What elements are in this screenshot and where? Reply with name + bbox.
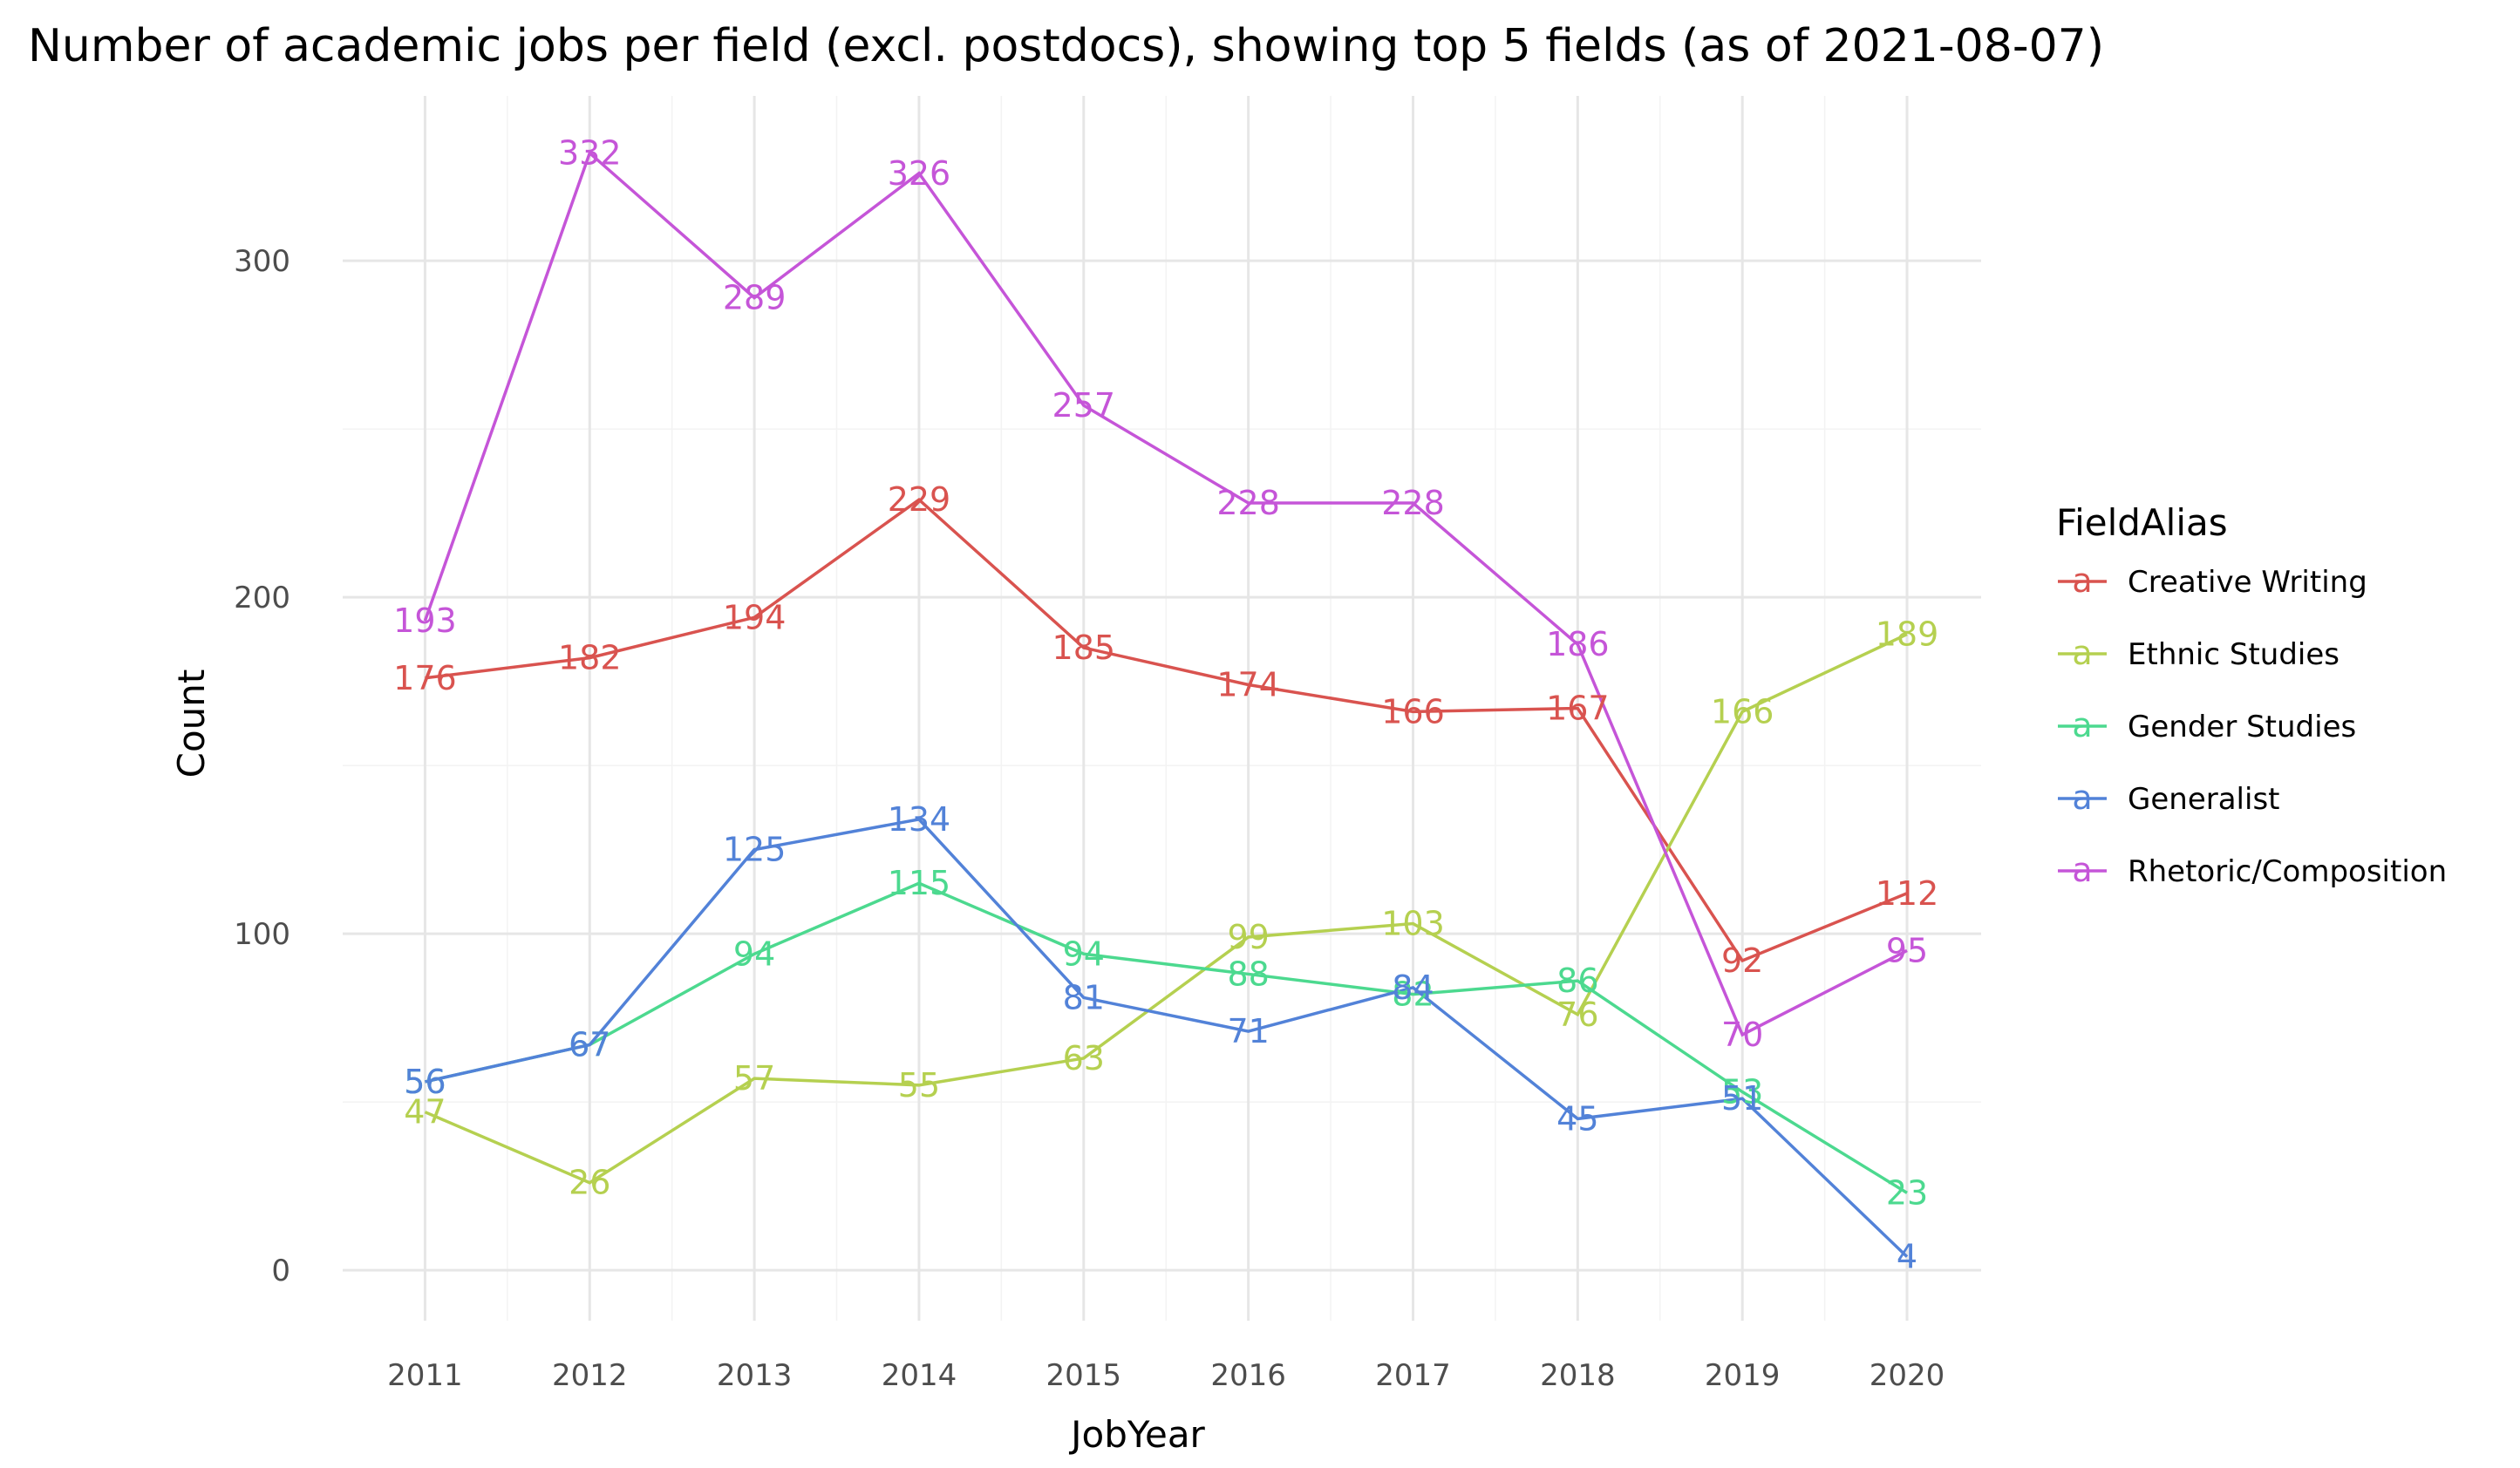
legend: FieldAlias a Creative Writing a Ethnic Stud… — [2056, 501, 2447, 889]
y-tick-label: 0 — [271, 1254, 290, 1288]
x-axis-title: JobYear — [1068, 1413, 1205, 1456]
data-label: 103 — [1381, 905, 1445, 943]
data-label: 189 — [1876, 615, 1939, 654]
data-label: 228 — [1216, 484, 1280, 522]
data-label: 257 — [1052, 386, 1116, 425]
data-label: 84 — [1392, 968, 1434, 1007]
data-label: 193 — [393, 601, 457, 640]
legend-label: Gender Studies — [2128, 710, 2356, 744]
x-tick-label: 2017 — [1375, 1358, 1451, 1393]
data-label: 228 — [1381, 484, 1445, 522]
data-label: 182 — [558, 639, 622, 677]
legend-items: a Creative Writing a Ethnic Studies a Gender … — [2058, 561, 2447, 889]
series-line — [424, 632, 1908, 1185]
data-labels: 176 182 194 229 185 174 166 167 92 112 47 26 57 55 63 9… — [393, 134, 1938, 1276]
data-label: 70 — [1721, 1016, 1763, 1054]
data-label: 23 — [1886, 1173, 1928, 1212]
chart-title: Number of academic jobs per field (excl.… — [28, 20, 2104, 72]
legend-key-glyph: a — [2072, 561, 2092, 600]
data-label: 115 — [888, 864, 951, 902]
legend-item: a Creative Writing — [2058, 561, 2367, 600]
data-label: 55 — [898, 1066, 940, 1104]
legend-title: FieldAlias — [2056, 501, 2228, 544]
legend-key-glyph: a — [2072, 851, 2092, 889]
y-tick-label: 200 — [234, 581, 290, 615]
y-axis-title: Count — [170, 669, 213, 778]
data-label: 186 — [1546, 625, 1610, 663]
legend-label: Ethnic Studies — [2128, 637, 2340, 672]
x-axis-ticks: 2011 2012 2013 2014 2015 2016 2017 2018 2019 2020 — [387, 1358, 1944, 1393]
x-tick-label: 2015 — [1046, 1358, 1122, 1393]
x-tick-label: 2013 — [717, 1358, 793, 1393]
legend-key-glyph: a — [2072, 634, 2092, 672]
data-label: 166 — [1381, 692, 1445, 731]
data-label: 92 — [1721, 941, 1763, 980]
series-line — [423, 150, 1908, 1037]
data-label: 63 — [1063, 1039, 1105, 1077]
x-tick-label: 2012 — [552, 1358, 628, 1393]
y-tick-label: 100 — [234, 917, 290, 952]
data-label: 167 — [1546, 690, 1610, 728]
legend-key-glyph: a — [2072, 706, 2092, 744]
data-label: 99 — [1227, 918, 1269, 956]
data-label: 88 — [1227, 955, 1269, 993]
data-label: 71 — [1227, 1012, 1269, 1050]
grid-lines — [343, 96, 1981, 1321]
series-lines — [423, 150, 1909, 1258]
data-label: 67 — [569, 1025, 610, 1064]
data-label: 81 — [1063, 978, 1105, 1016]
data-label: 94 — [1063, 934, 1105, 973]
legend-item: a Generalist — [2058, 778, 2279, 817]
y-axis-ticks: 0 100 200 300 — [234, 244, 290, 1288]
data-label: 194 — [723, 598, 787, 636]
data-label: 51 — [1721, 1079, 1763, 1118]
data-label: 185 — [1052, 629, 1116, 667]
legend-item: a Rhetoric/Composition — [2058, 851, 2447, 889]
data-label: 166 — [1711, 692, 1774, 731]
data-label: 326 — [888, 154, 951, 193]
data-label: 95 — [1886, 931, 1928, 969]
data-label: 56 — [404, 1063, 446, 1101]
data-label: 56 — [404, 1063, 446, 1101]
data-label: 45 — [1556, 1099, 1598, 1138]
data-label: 125 — [723, 831, 787, 869]
data-label: 76 — [1556, 996, 1598, 1034]
data-label: 176 — [393, 659, 457, 697]
legend-item: a Gender Studies — [2058, 706, 2356, 744]
data-label: 47 — [404, 1093, 446, 1132]
series-line — [425, 817, 1909, 1258]
legend-key-glyph: a — [2072, 778, 2092, 817]
data-label: 174 — [1216, 665, 1280, 703]
x-tick-label: 2011 — [387, 1358, 463, 1393]
series-line — [425, 881, 1908, 1194]
data-label: 4 — [1897, 1238, 1917, 1276]
x-tick-label: 2019 — [1705, 1358, 1781, 1393]
data-label: 289 — [723, 279, 787, 317]
data-label: 53 — [1721, 1073, 1763, 1111]
x-tick-label: 2014 — [882, 1358, 957, 1393]
legend-item: a Ethnic Studies — [2058, 634, 2340, 672]
data-label: 67 — [569, 1025, 610, 1064]
data-label: 94 — [733, 934, 775, 973]
y-tick-label: 300 — [234, 244, 290, 279]
x-tick-label: 2016 — [1210, 1358, 1286, 1393]
data-label: 57 — [733, 1059, 775, 1098]
data-label: 86 — [1556, 962, 1598, 1000]
data-label: 112 — [1876, 874, 1939, 913]
x-tick-label: 2020 — [1870, 1358, 1945, 1393]
series-line — [425, 497, 1908, 963]
data-label: 26 — [569, 1164, 610, 1202]
data-label: 229 — [888, 480, 951, 519]
data-label: 134 — [888, 800, 951, 839]
legend-label: Generalist — [2128, 782, 2279, 817]
legend-label: Rhetoric/Composition — [2128, 854, 2447, 889]
legend-label: Creative Writing — [2128, 565, 2367, 600]
data-label: 332 — [558, 134, 622, 173]
x-tick-label: 2018 — [1540, 1358, 1616, 1393]
data-label: 82 — [1392, 975, 1434, 1014]
